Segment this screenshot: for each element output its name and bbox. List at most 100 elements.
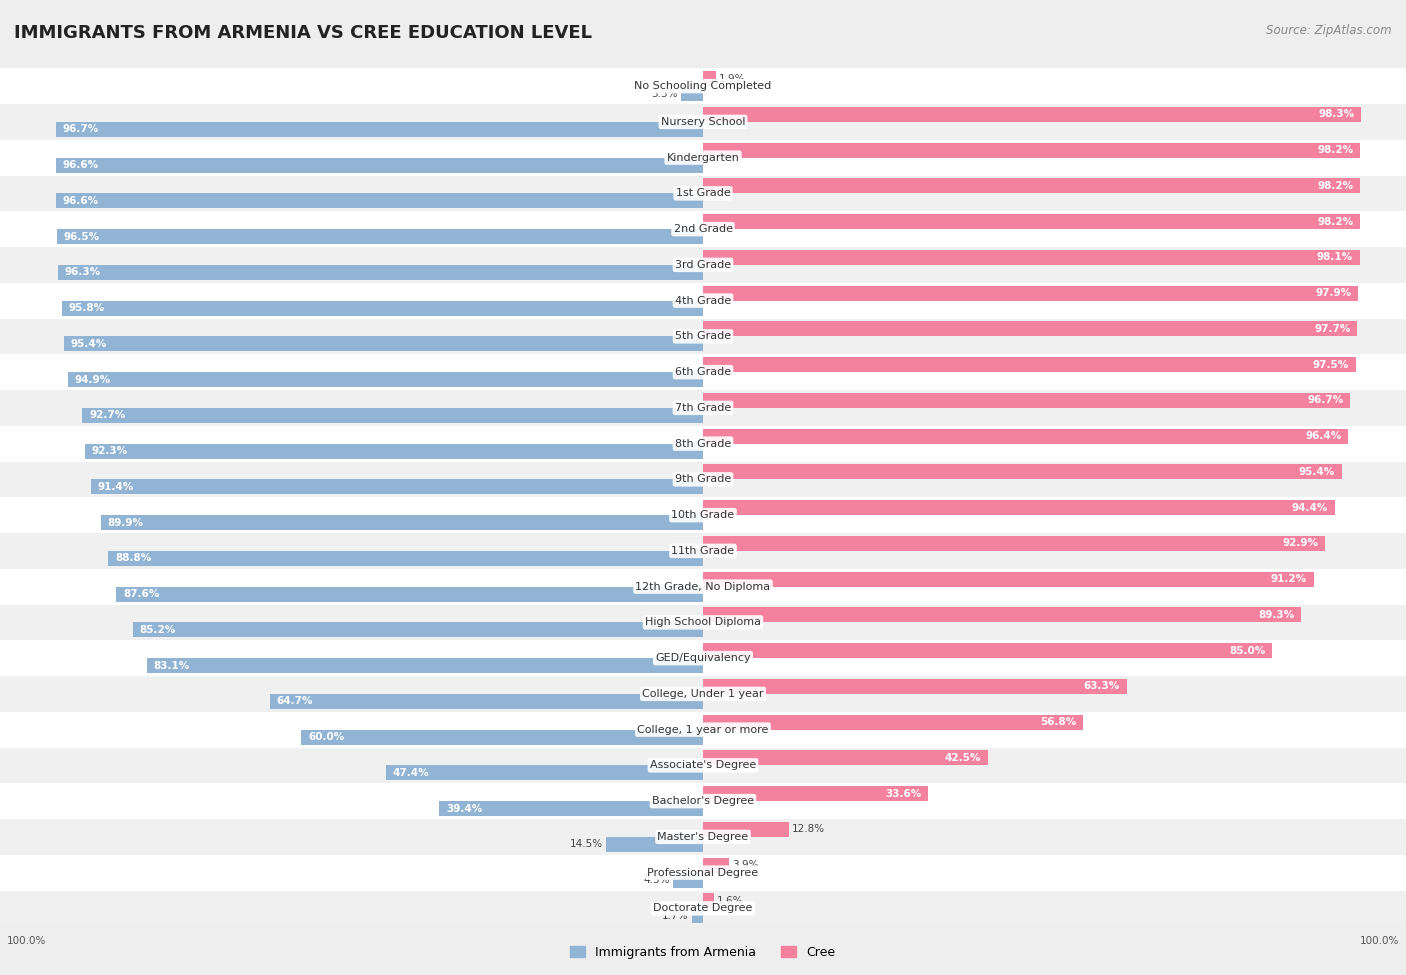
Text: 64.7%: 64.7% [277,696,314,706]
Bar [0,283,1406,319]
Bar [0,855,1406,890]
Bar [132,622,703,638]
Bar [0,426,1406,461]
Bar [703,107,1361,122]
Text: 1.6%: 1.6% [717,896,744,906]
Bar [108,551,703,566]
Bar [0,604,1406,641]
Bar [703,751,987,765]
Text: 42.5%: 42.5% [945,753,981,762]
Bar [0,890,1406,926]
Text: 1st Grade: 1st Grade [676,188,730,198]
Bar [0,68,1406,104]
Bar [0,354,1406,390]
Text: 89.3%: 89.3% [1258,610,1294,620]
Bar [703,178,1361,193]
Bar [0,139,1406,176]
Bar [0,176,1406,212]
Bar [0,783,1406,819]
Text: Doctorate Degree: Doctorate Degree [654,904,752,914]
Text: 98.3%: 98.3% [1319,109,1354,119]
Text: 4.5%: 4.5% [643,876,669,885]
Text: 3.9%: 3.9% [733,860,759,870]
Bar [56,158,703,173]
Text: 87.6%: 87.6% [124,589,159,599]
Bar [270,694,703,709]
Bar [703,286,1358,300]
Text: Source: ZipAtlas.com: Source: ZipAtlas.com [1267,24,1392,37]
Bar [65,336,703,351]
Text: 33.6%: 33.6% [884,789,921,799]
Bar [703,393,1350,408]
Text: College, 1 year or more: College, 1 year or more [637,724,769,734]
Bar [62,300,703,316]
Bar [681,86,703,101]
Legend: Immigrants from Armenia, Cree: Immigrants from Armenia, Cree [565,941,841,964]
Bar [703,214,1361,229]
Bar [56,122,703,136]
Bar [703,679,1126,694]
Bar [146,658,703,673]
Bar [0,533,1406,568]
Bar [703,571,1313,587]
Text: GED/Equivalency: GED/Equivalency [655,653,751,663]
Bar [58,265,703,280]
Bar [67,372,703,387]
Bar [703,500,1336,515]
Text: 11th Grade: 11th Grade [672,546,734,556]
Text: Associate's Degree: Associate's Degree [650,760,756,770]
Bar [673,873,703,887]
Bar [703,71,716,86]
Text: 9th Grade: 9th Grade [675,475,731,485]
Text: 94.4%: 94.4% [1292,503,1329,513]
Bar [703,464,1341,480]
Text: 2nd Grade: 2nd Grade [673,224,733,234]
Text: 96.7%: 96.7% [1308,396,1344,406]
Bar [703,322,1357,336]
Text: 98.2%: 98.2% [1317,216,1354,226]
Text: 5th Grade: 5th Grade [675,332,731,341]
Text: 94.9%: 94.9% [75,374,111,384]
Text: 97.5%: 97.5% [1313,360,1350,370]
Text: 91.4%: 91.4% [98,482,134,491]
Bar [692,909,703,923]
Bar [0,712,1406,748]
Bar [703,858,730,873]
Text: 10th Grade: 10th Grade [672,510,734,520]
Bar [703,893,714,909]
Text: 8th Grade: 8th Grade [675,439,731,448]
Bar [703,644,1272,658]
Text: 100.0%: 100.0% [1360,936,1399,946]
Bar [0,247,1406,283]
Bar [703,250,1360,265]
Bar [703,822,789,837]
Text: 96.7%: 96.7% [62,125,98,135]
Bar [703,142,1361,158]
Text: 96.6%: 96.6% [63,196,98,206]
Bar [0,819,1406,855]
Text: 60.0%: 60.0% [308,732,344,742]
Text: 3.3%: 3.3% [651,89,678,98]
Bar [84,444,703,458]
Bar [56,229,703,244]
Text: 47.4%: 47.4% [392,768,429,778]
Text: 6th Grade: 6th Grade [675,368,731,377]
Bar [703,786,928,801]
Text: Nursery School: Nursery School [661,117,745,127]
Text: 98.1%: 98.1% [1317,253,1353,262]
Text: 96.4%: 96.4% [1306,431,1341,441]
Text: 12th Grade, No Diploma: 12th Grade, No Diploma [636,582,770,592]
Bar [703,536,1324,551]
Bar [439,801,703,816]
Bar [0,390,1406,426]
Bar [703,357,1355,372]
Text: 95.4%: 95.4% [70,339,107,349]
Bar [0,461,1406,497]
Text: 14.5%: 14.5% [569,839,603,849]
Text: 1.7%: 1.7% [662,911,689,920]
Text: 92.7%: 92.7% [89,410,125,420]
Bar [0,104,1406,139]
Text: 83.1%: 83.1% [153,661,190,671]
Text: 100.0%: 100.0% [7,936,46,946]
Text: IMMIGRANTS FROM ARMENIA VS CREE EDUCATION LEVEL: IMMIGRANTS FROM ARMENIA VS CREE EDUCATIO… [14,24,592,42]
